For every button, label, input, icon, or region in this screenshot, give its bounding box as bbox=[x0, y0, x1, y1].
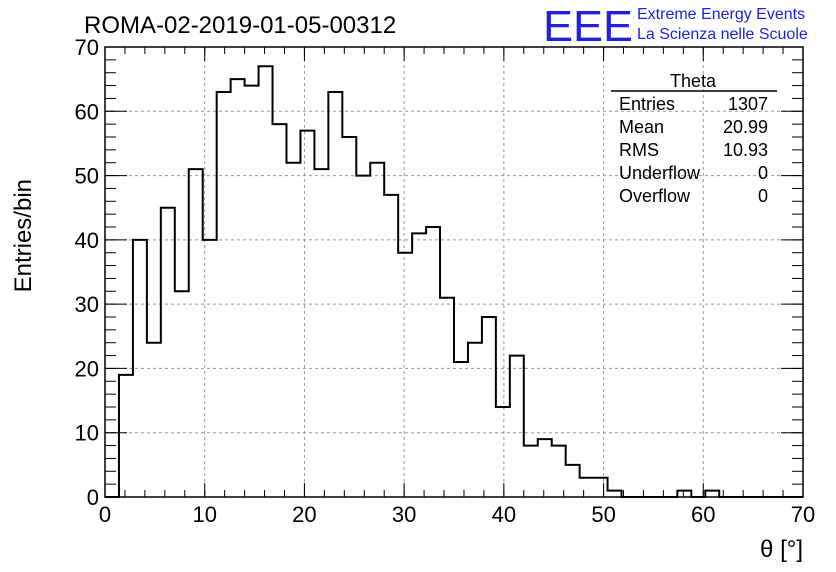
stats-label-rms: RMS bbox=[619, 140, 659, 160]
y-tick-label-0: 0 bbox=[87, 485, 99, 510]
x-axis-label: θ [°] bbox=[760, 536, 803, 563]
y-tick-label-5: 50 bbox=[75, 164, 99, 189]
x-tick-label-3: 30 bbox=[392, 502, 416, 527]
stats-label-entries: Entries bbox=[619, 94, 675, 114]
chart-title: ROMA-02-2019-01-05-00312 bbox=[84, 12, 396, 39]
y-tick-label-6: 60 bbox=[75, 99, 99, 124]
logo-line-2: La Scienza nelle Scuole bbox=[637, 26, 808, 43]
grid-lines bbox=[105, 47, 803, 497]
stats-value-entries: 1307 bbox=[728, 94, 768, 114]
stats-label-underflow: Underflow bbox=[619, 163, 701, 183]
x-tick-labels: 0 10 20 30 40 50 60 70 bbox=[99, 502, 815, 527]
y-axis-label: Entries/bin bbox=[10, 179, 37, 292]
y-tick-label-2: 20 bbox=[75, 356, 99, 381]
y-tick-label-4: 40 bbox=[75, 228, 99, 253]
plot-area bbox=[105, 47, 803, 497]
stats-box-rows: Entries 1307 Mean 20.99 RMS 10.93 Underflow 0 Ov… bbox=[619, 94, 768, 206]
logo-line-1: Extreme Energy Events bbox=[637, 6, 805, 23]
x-tick-label-5: 50 bbox=[591, 502, 615, 527]
x-tick-label-1: 10 bbox=[192, 502, 216, 527]
stats-box-name: Theta bbox=[670, 71, 717, 91]
stats-box: Theta Entries 1307 Mean 20.99 RMS 10.93 Underf… bbox=[611, 71, 777, 206]
x-tick-label-4: 40 bbox=[492, 502, 516, 527]
stats-value-underflow: 0 bbox=[758, 163, 768, 183]
y-tick-label-3: 30 bbox=[75, 292, 99, 317]
eee-logo: EEE Extreme Energy Events La Scienza nel… bbox=[543, 2, 808, 51]
y-tick-label-7: 70 bbox=[75, 35, 99, 60]
x-tick-label-6: 60 bbox=[691, 502, 715, 527]
x-tick-label-0: 0 bbox=[99, 502, 111, 527]
y-tick-label-1: 10 bbox=[75, 421, 99, 446]
stats-label-mean: Mean bbox=[619, 117, 664, 137]
stats-value-mean: 20.99 bbox=[723, 117, 768, 137]
logo-mark: EEE bbox=[543, 2, 633, 51]
stats-value-overflow: 0 bbox=[758, 186, 768, 206]
y-tick-labels: 0 10 20 30 40 50 60 70 bbox=[75, 35, 99, 510]
plot-frame bbox=[104, 46, 804, 498]
x-tick-label-2: 20 bbox=[292, 502, 316, 527]
x-tick-label-7: 70 bbox=[791, 502, 815, 527]
stats-label-overflow: Overflow bbox=[619, 186, 691, 206]
stats-value-rms: 10.93 bbox=[723, 140, 768, 160]
